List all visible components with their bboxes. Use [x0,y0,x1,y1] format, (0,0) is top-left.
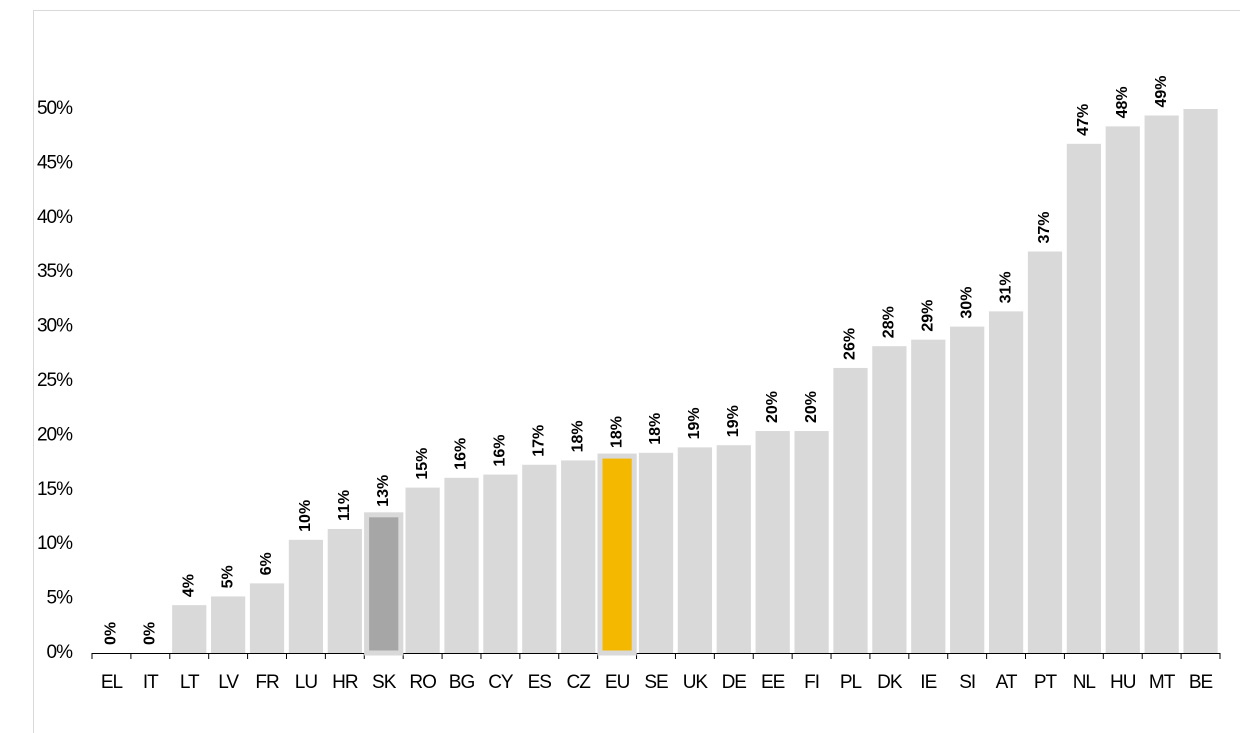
x-tick-label: SE [644,672,668,693]
value-label: 30% [958,287,975,319]
x-tick-label: MT [1149,672,1176,693]
y-tick-label: 35% [37,261,73,282]
bar [1105,126,1140,653]
y-tick-label: 10% [37,533,73,554]
value-label: 18% [608,416,625,448]
x-tick-label: HU [1110,672,1136,693]
y-tick-label: 15% [37,479,73,500]
x-tick-label: HR [332,672,358,693]
value-label: 49% [1153,75,1170,107]
bar [288,539,324,653]
x-tick-label: FI [804,672,819,693]
x-tick-label: UK [683,672,709,693]
x-tick-label: NL [1073,672,1096,693]
value-label: 28% [881,306,898,338]
bar [483,474,518,653]
value-label: 15% [414,448,431,480]
value-label: 16% [492,435,509,467]
x-tick-label: BE [1189,672,1213,693]
bar [364,512,404,656]
y-tick-label: 5% [47,588,74,609]
value-label: 47% [1075,104,1092,136]
bar [677,447,713,653]
x-tick-label: LU [295,672,318,693]
value-label: 0% [103,622,120,645]
bar [794,431,829,653]
value-label: 31% [997,271,1014,303]
y-tick-label: 30% [37,316,73,337]
y-tick-label: 0% [47,642,74,663]
value-label: 19% [686,407,703,439]
value-label: 19% [725,405,742,437]
value-label: 18% [569,420,586,452]
bar [988,311,1024,653]
x-tick-label: EL [101,672,123,693]
bar [950,326,985,653]
x-tick-label: DE [722,672,747,693]
value-label: 29% [919,300,936,332]
x-tick-label: RO [409,672,436,693]
bar [405,487,440,653]
value-label: 0% [142,622,159,645]
bar [872,346,907,653]
y-tick-label: 40% [37,207,73,228]
x-tick-label: LT [180,672,200,693]
value-label: 16% [453,438,470,470]
value-label: 20% [803,391,820,423]
y-tick-label: 20% [37,424,73,445]
x-tick-label: SI [959,672,975,693]
bar [716,445,751,653]
x-tick-label: FR [255,672,279,693]
bar [597,453,637,656]
bar [211,596,246,653]
value-label: 6% [258,552,275,575]
bar [1027,251,1063,653]
x-tick-label: EE [761,672,785,693]
x-tick-label: EU [605,672,630,693]
bar [444,477,479,653]
bar [755,431,790,653]
value-label: 13% [375,475,392,507]
x-tick-label: PL [840,672,862,693]
x-tick-label: BG [449,672,475,693]
x-tick-label: AT [996,672,1018,693]
bar [522,464,557,653]
x-tick-label: CY [488,672,514,693]
x-tick-label: DK [877,672,903,693]
bar [249,583,285,653]
bar [172,605,207,653]
y-tick-label: 25% [37,370,73,391]
bar [327,528,362,653]
value-label: 26% [842,328,859,360]
x-tick-label: LV [218,672,239,693]
bar [1066,143,1101,654]
bar [1144,115,1179,653]
y-tick-label: 50% [37,98,73,119]
bar [638,452,674,653]
x-tick-label: PT [1034,672,1058,693]
bar [833,367,868,653]
value-label: 10% [297,500,314,532]
x-tick-label: SK [372,672,397,693]
value-label: 4% [180,574,197,597]
value-label: 11% [336,490,353,521]
value-label: 37% [1036,211,1053,243]
bar [561,460,596,653]
value-label: 48% [1114,86,1131,118]
value-label: 5% [219,565,236,588]
value-label: 18% [647,413,664,445]
bar [911,339,946,653]
bar [1183,109,1218,653]
value-label: 17% [531,425,548,457]
y-tick-label: 45% [37,152,73,173]
chart-frame [33,10,1240,733]
x-tick-label: IE [920,672,936,693]
value-label: 20% [764,391,781,423]
x-tick-label: CZ [567,672,592,693]
x-tick-label: ES [528,672,552,693]
x-tick-label: IT [143,672,159,693]
